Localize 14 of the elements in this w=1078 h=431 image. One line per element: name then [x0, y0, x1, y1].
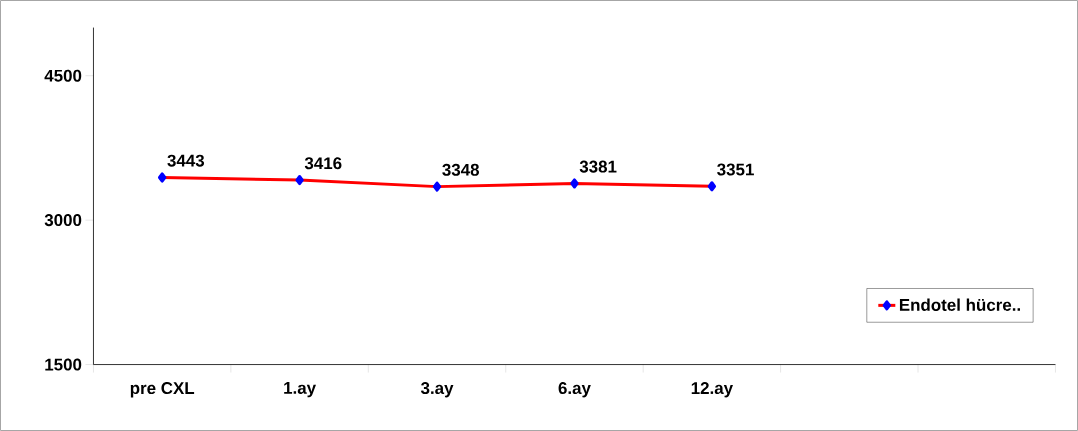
x-tick-label: 12.ay: [691, 382, 733, 398]
y-tick-label: 3000: [44, 214, 82, 227]
y-tick-label: 4500: [44, 69, 82, 82]
data-label: 3416: [304, 157, 342, 170]
data-label: 3443: [167, 154, 205, 167]
data-label: 3351: [717, 163, 754, 176]
y-tick-label: 1500: [45, 358, 82, 371]
x-tick-label: 1.ay: [284, 382, 316, 398]
data-label: 3381: [579, 160, 617, 173]
x-tick-label: pre CXL: [130, 382, 195, 398]
data-label: 3348: [442, 163, 480, 176]
x-tick-label: 3.ay: [420, 382, 454, 398]
legend-label: Endotel hücre..: [899, 298, 1020, 311]
x-tick-label: 6.ay: [558, 382, 591, 398]
